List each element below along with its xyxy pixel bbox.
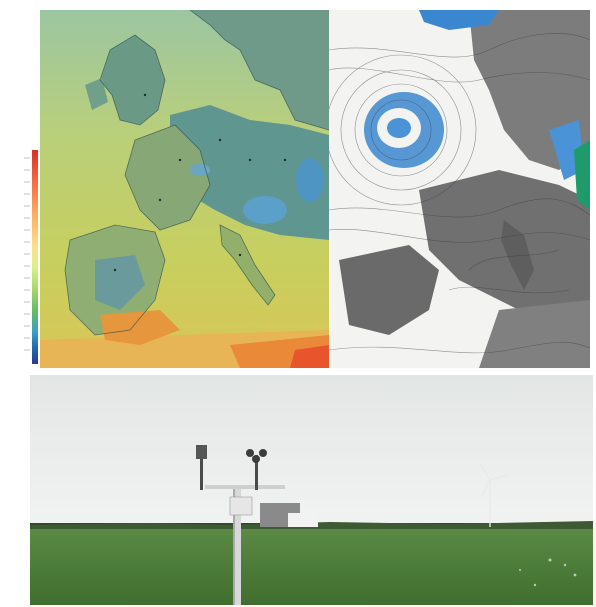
europe-wind-streamlines-image	[329, 10, 590, 368]
colorbar-graphic	[24, 150, 38, 364]
europe-temperature-map-image	[40, 10, 329, 368]
temperature-colorbar	[22, 150, 40, 364]
wind-turbine-icon	[479, 462, 509, 527]
weather-station-icon	[196, 445, 318, 605]
weather-station-photo-image	[30, 375, 593, 605]
weather-station-photo-panel	[30, 375, 593, 605]
wind-streamline-map-panel	[329, 10, 590, 368]
temperature-map-panel	[40, 10, 329, 368]
